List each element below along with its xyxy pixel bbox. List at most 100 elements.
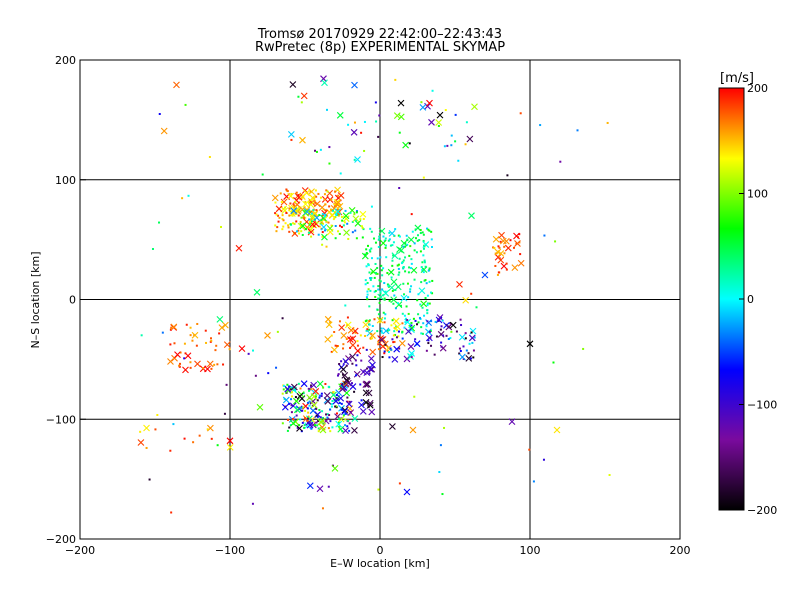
cross-marker: [351, 81, 358, 89]
point-marker: [321, 213, 324, 216]
point-marker: [309, 222, 312, 225]
point-marker: [321, 243, 324, 246]
point-marker: [354, 229, 357, 232]
point-marker: [198, 434, 201, 437]
cross-marker: [362, 381, 370, 389]
colorbar-label: [m/s]: [720, 71, 754, 86]
point-marker: [252, 349, 255, 352]
point-marker: [346, 324, 349, 327]
cross-marker: [341, 371, 349, 379]
point-marker: [288, 426, 291, 429]
cross-marker: [137, 439, 145, 446]
cross-marker: [407, 236, 415, 244]
cross-marker: [331, 346, 338, 354]
point-marker: [196, 322, 199, 325]
point-marker: [308, 400, 311, 403]
point-marker: [465, 121, 468, 124]
point-marker: [292, 418, 295, 421]
cross-marker: [310, 401, 318, 409]
point-marker: [327, 221, 330, 224]
colorbar-tick-label: −200: [747, 504, 777, 517]
point-marker: [515, 242, 518, 245]
point-marker: [442, 334, 445, 337]
point-marker: [156, 413, 159, 416]
point-marker: [314, 424, 317, 427]
point-marker: [365, 248, 368, 251]
point-marker: [398, 235, 401, 238]
point-marker: [368, 249, 371, 252]
point-marker: [274, 212, 277, 215]
cross-marker: [365, 389, 373, 397]
point-marker: [145, 446, 148, 449]
point-marker: [355, 374, 358, 377]
point-marker: [296, 426, 299, 429]
point-marker: [356, 354, 359, 357]
point-marker: [284, 222, 287, 225]
point-marker: [398, 347, 401, 350]
point-marker: [351, 382, 354, 385]
cross-marker: [324, 335, 332, 343]
point-marker: [470, 292, 473, 295]
cross-marker: [468, 334, 476, 342]
point-marker: [344, 209, 347, 212]
point-marker: [426, 227, 429, 230]
point-marker: [402, 266, 405, 269]
point-marker: [344, 412, 347, 415]
cross-marker: [319, 417, 326, 425]
cross-marker: [275, 205, 283, 213]
point-marker: [409, 288, 412, 291]
point-marker: [342, 414, 345, 417]
point-marker: [362, 346, 365, 349]
point-marker: [379, 292, 382, 295]
point-marker: [420, 281, 423, 284]
point-marker: [187, 194, 190, 197]
chart-title: Tromsø 20170929 22:42:00–22:43:43: [257, 27, 502, 42]
point-marker: [301, 406, 304, 409]
point-marker: [328, 414, 331, 417]
cross-marker: [395, 301, 403, 309]
point-marker: [397, 335, 400, 338]
point-marker: [377, 488, 380, 491]
point-marker: [295, 406, 298, 409]
point-marker: [420, 332, 423, 335]
point-marker: [374, 295, 377, 298]
point-marker: [308, 210, 311, 213]
point-marker: [373, 318, 376, 321]
point-marker: [324, 209, 327, 212]
point-marker: [397, 273, 400, 276]
point-marker: [286, 418, 289, 421]
point-marker: [287, 385, 290, 388]
point-marker: [302, 392, 305, 395]
point-marker: [497, 271, 500, 274]
point-marker: [181, 197, 184, 200]
cross-marker: [458, 333, 466, 341]
point-marker: [404, 270, 407, 273]
cross-marker: [389, 423, 396, 430]
point-marker: [366, 290, 369, 293]
point-marker: [459, 349, 462, 352]
point-marker: [464, 332, 467, 335]
point-marker: [314, 201, 317, 204]
point-marker: [427, 342, 430, 345]
point-marker: [402, 282, 405, 285]
cross-marker: [471, 103, 478, 111]
x-axis-label: E–W location [km]: [330, 557, 430, 570]
x-tick-label: −200: [65, 544, 95, 557]
cross-marker: [341, 408, 348, 416]
point-marker: [335, 212, 338, 215]
point-marker: [288, 214, 291, 217]
point-marker: [429, 336, 432, 339]
point-marker: [308, 388, 311, 391]
cross-marker: [221, 321, 229, 329]
point-marker: [441, 493, 444, 496]
point-marker: [377, 238, 380, 241]
point-marker: [178, 364, 181, 367]
cross-marker: [332, 397, 340, 405]
cross-marker: [465, 355, 473, 362]
point-marker: [335, 397, 338, 400]
point-marker: [430, 320, 433, 323]
point-marker: [391, 338, 394, 341]
point-marker: [339, 172, 342, 175]
point-marker: [295, 230, 298, 233]
cross-marker: [349, 353, 356, 361]
